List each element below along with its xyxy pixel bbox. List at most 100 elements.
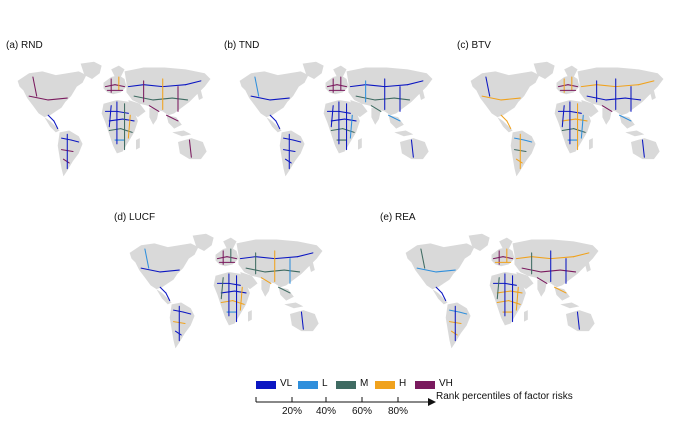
border-segment-asia xyxy=(166,114,179,122)
landmass-south-america xyxy=(510,130,536,177)
landmass-asia xyxy=(236,239,323,288)
border-segment-asia xyxy=(559,269,577,273)
border-risk-layer xyxy=(28,76,202,170)
border-segment-americas xyxy=(275,120,281,130)
world-map xyxy=(405,233,599,349)
border-segment-asia xyxy=(384,84,409,88)
border-risk-layer xyxy=(250,76,424,170)
landmass-north-america xyxy=(239,71,309,118)
border-segment-americas xyxy=(292,139,302,143)
border-segment-asia xyxy=(260,277,272,284)
landmass-north-america xyxy=(470,71,540,118)
border-segment-asia xyxy=(255,256,276,260)
border-segment-asia xyxy=(388,114,401,122)
landmass-indonesia xyxy=(560,302,580,309)
border-segment-asia xyxy=(580,84,598,88)
border-segment-asia xyxy=(148,105,160,112)
landmass-australia xyxy=(566,310,595,332)
border-segment-americas xyxy=(416,267,437,273)
border-segment-europe xyxy=(114,84,126,88)
border-segment-americas xyxy=(254,76,260,97)
border-segment-asia xyxy=(370,105,382,112)
border-segment-americas xyxy=(481,95,502,101)
landmass-japan xyxy=(650,90,656,100)
border-segment-europe xyxy=(216,256,228,260)
land-layer xyxy=(129,233,323,349)
border-segment-asia xyxy=(283,269,301,273)
border-segment-africa xyxy=(330,118,346,122)
border-segment-americas xyxy=(159,269,180,273)
border-risk-layer xyxy=(416,248,590,342)
border-segment-australia xyxy=(410,139,414,158)
border-segment-asia xyxy=(624,97,642,101)
landmass-japan xyxy=(585,262,591,272)
world-map xyxy=(239,61,433,177)
landmass-asia xyxy=(346,67,433,116)
landmass-scandinavia xyxy=(499,237,513,250)
border-segment-americas xyxy=(420,248,426,269)
border-segment-americas xyxy=(441,292,447,302)
landmass-central-america xyxy=(432,289,448,305)
border-segment-americas xyxy=(47,97,68,101)
panel-label: (b) TND xyxy=(224,40,260,51)
border-segment-americas xyxy=(250,95,271,101)
border-segment-americas xyxy=(458,311,468,315)
border-segment-americas xyxy=(500,114,508,122)
land-layer xyxy=(239,61,433,177)
border-segment-americas xyxy=(506,120,512,130)
landmass-madagascar xyxy=(358,138,362,150)
landmass-madagascar xyxy=(524,310,528,322)
border-segment-europe xyxy=(104,84,116,88)
percentile-axis xyxy=(255,397,436,406)
border-segment-asia xyxy=(171,97,189,101)
border-segment-americas xyxy=(32,76,38,97)
border-segment-europe xyxy=(326,84,338,88)
border-segment-americas xyxy=(140,267,161,273)
border-segment-europe xyxy=(226,256,238,260)
border-segment-africa xyxy=(573,128,586,133)
landmass-madagascar xyxy=(589,138,593,150)
border-segment-africa xyxy=(342,128,355,133)
legend-label: H xyxy=(399,378,407,389)
border-segment-asia xyxy=(515,256,533,260)
landmass-south-america xyxy=(445,302,471,349)
legend-label: VL xyxy=(280,378,293,389)
border-segment-europe xyxy=(557,84,569,88)
border-segment-europe xyxy=(492,256,504,260)
border-segment-africa xyxy=(496,290,512,294)
border-segment-africa xyxy=(496,277,500,300)
landmass-japan xyxy=(309,262,315,272)
landmass-central-america xyxy=(497,117,513,133)
tick-label: 60% xyxy=(351,406,373,417)
border-segment-africa xyxy=(508,300,521,305)
border-segment-asia xyxy=(407,80,424,86)
border-segment-americas xyxy=(28,95,49,101)
border-segment-africa xyxy=(580,114,584,139)
landmass-central-america xyxy=(156,289,172,305)
landmass-north-america xyxy=(405,243,475,290)
landmass-southeast-asia xyxy=(554,287,570,301)
landmass-scandinavia xyxy=(223,237,237,250)
landmass-madagascar xyxy=(248,310,252,322)
panel-label: (a) RND xyxy=(6,40,43,51)
border-segment-africa xyxy=(108,128,122,132)
tick-label: 20% xyxy=(281,406,303,417)
landmass-southeast-asia xyxy=(619,115,635,129)
risk-legend: VL L M H VH 20% 40% 60% 80% Rank percent… xyxy=(240,378,620,418)
border-segment-asia xyxy=(554,286,567,294)
landmass-south-america xyxy=(57,130,83,177)
border-segment-africa xyxy=(561,105,565,128)
border-segment-americas xyxy=(515,158,523,164)
border-segment-africa xyxy=(220,277,224,300)
border-segment-asia xyxy=(536,277,548,284)
border-segment-americas xyxy=(159,286,167,294)
landmass-asia xyxy=(512,239,599,288)
border-segment-australia xyxy=(576,311,580,330)
landmass-north-america xyxy=(129,243,199,290)
landmass-india xyxy=(261,279,271,297)
axis-title: Rank percentiles of factor risks xyxy=(436,391,573,402)
border-segment-americas xyxy=(450,330,458,336)
border-segment-americas xyxy=(62,158,70,164)
border-segment-africa xyxy=(561,128,575,132)
landmass-asia xyxy=(577,67,664,116)
